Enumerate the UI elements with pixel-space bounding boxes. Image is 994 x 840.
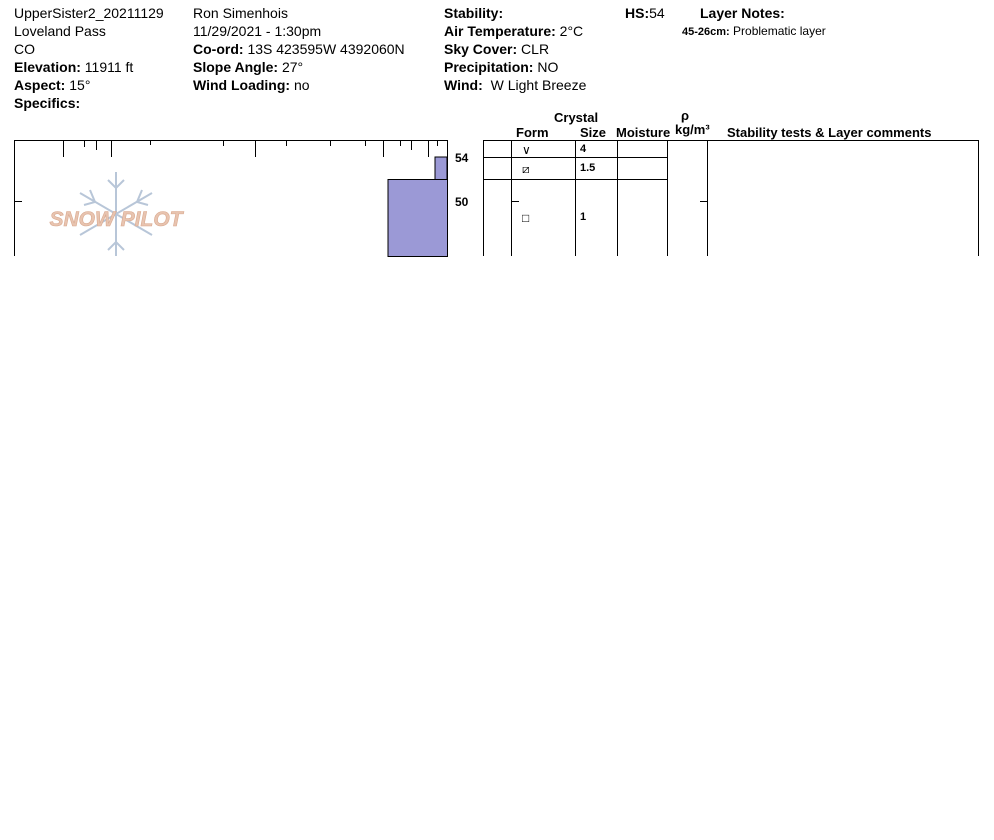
air-temp-value: 2°C xyxy=(559,23,584,39)
wind-value: W Light Breeze xyxy=(490,77,587,93)
hardness-bar-main xyxy=(387,179,448,257)
hs: HS:54 xyxy=(625,4,665,22)
precipitation: Precipitation: NO xyxy=(444,58,558,76)
pit-name: UpperSister2_20211129 xyxy=(14,5,164,21)
layer-note: 45-26cm: Problematic layer xyxy=(682,24,826,39)
sky-cover: Sky Cover: CLR xyxy=(444,40,549,58)
location: Loveland Pass xyxy=(14,23,106,39)
layer-note-text: Problematic layer xyxy=(733,24,826,38)
watermark-text: SNOW PILOT xyxy=(50,208,185,231)
layer-table-grid xyxy=(483,140,979,256)
specifics-label: Specifics: xyxy=(14,95,81,111)
elevation-value: 11911 ft xyxy=(84,59,134,75)
slope-label: Slope Angle: xyxy=(193,59,279,75)
coord-value: 13S 423595W 4392060N xyxy=(247,41,405,57)
moisture-header: Moisture xyxy=(616,125,671,140)
crystal-header: Crystal xyxy=(554,110,599,125)
layer-note-range: 45-26cm: xyxy=(682,26,730,38)
wind-loading-label: Wind Loading: xyxy=(193,77,291,93)
density-unit-header: kg/m³ xyxy=(675,122,710,137)
air-temp-label: Air Temperature: xyxy=(444,23,556,39)
grain-size: 4 xyxy=(580,143,587,155)
aspect-label: Aspect: xyxy=(14,77,66,93)
grain-form-symbol: ∨ xyxy=(522,143,531,157)
grain-form-symbol: □ xyxy=(522,211,530,225)
size-header: Size xyxy=(580,125,607,140)
sky-value: CLR xyxy=(521,41,550,57)
datetime: 11/29/2021 - 1:30pm xyxy=(193,23,322,39)
wind-loading: Wind Loading: no xyxy=(193,76,310,94)
layer-notes-label: Layer Notes: xyxy=(700,5,785,21)
aspect: Aspect: 15° xyxy=(14,76,90,94)
wind-label: Wind: xyxy=(444,77,483,93)
grain-size: 1.5 xyxy=(580,162,596,174)
hardness-graph-frame xyxy=(14,140,448,256)
air-temperature: Air Temperature: 2°C xyxy=(444,22,583,40)
stability-label: Stability: xyxy=(444,5,504,21)
sky-label: Sky Cover: xyxy=(444,41,518,57)
coordinates: Co-ord: 13S 423595W 4392060N xyxy=(193,40,405,58)
hs-value: 54 xyxy=(649,5,665,21)
wind-loading-value: no xyxy=(293,77,310,93)
coord-label: Co-ord: xyxy=(193,41,244,57)
form-header: Form xyxy=(516,125,549,140)
state: CO xyxy=(14,41,35,57)
depth-label-54: 54 xyxy=(455,151,469,165)
precip-label: Precipitation: xyxy=(444,59,534,75)
depth-label-50: 50 xyxy=(455,195,469,209)
slope-angle: Slope Angle: 27° xyxy=(193,58,303,76)
precip-value: NO xyxy=(537,59,559,75)
grain-form-symbol: ⧄ xyxy=(522,162,530,176)
slope-value: 27° xyxy=(281,59,304,75)
observer: Ron Simenhois xyxy=(193,5,288,21)
hardness-bar-top xyxy=(434,156,448,181)
aspect-value: 15° xyxy=(69,77,91,93)
hs-label: HS: xyxy=(625,5,650,21)
grain-size: 1 xyxy=(580,211,587,223)
comments-header: Stability tests & Layer comments xyxy=(727,125,932,140)
elevation-label: Elevation: xyxy=(14,59,81,75)
rho-header: ρ xyxy=(681,108,690,123)
elevation: Elevation: 11911 ft xyxy=(14,58,133,76)
wind: Wind: W Light Breeze xyxy=(444,76,586,94)
snowflake-icon xyxy=(79,172,153,256)
